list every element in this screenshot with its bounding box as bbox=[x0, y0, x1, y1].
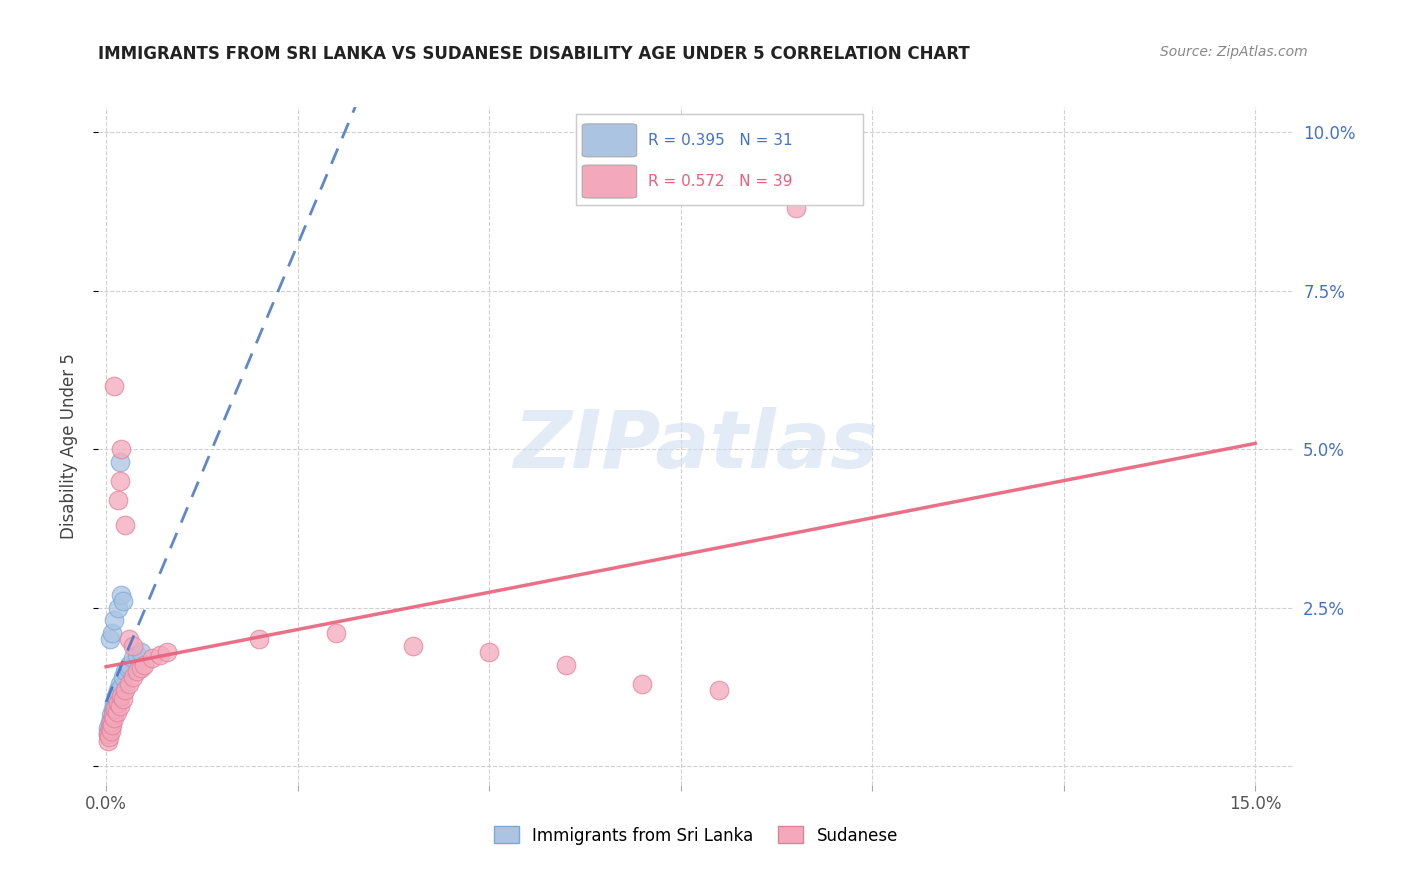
Point bbox=[114, 518, 136, 533]
Point bbox=[100, 718, 122, 732]
Point bbox=[97, 727, 120, 741]
Text: IMMIGRANTS FROM SRI LANKA VS SUDANESE DISABILITY AGE UNDER 5 CORRELATION CHART: IMMIGRANTS FROM SRI LANKA VS SUDANESE DI… bbox=[98, 45, 970, 62]
Point bbox=[98, 714, 121, 729]
Point bbox=[111, 594, 134, 608]
Point bbox=[117, 661, 139, 675]
Point bbox=[156, 645, 179, 659]
Point bbox=[105, 690, 128, 704]
Point bbox=[125, 648, 148, 662]
Point bbox=[97, 727, 120, 741]
Text: ZIPatlas: ZIPatlas bbox=[513, 407, 879, 485]
Point bbox=[98, 721, 121, 735]
Point bbox=[125, 664, 148, 678]
Point bbox=[107, 682, 129, 697]
Point bbox=[103, 711, 125, 725]
Point bbox=[100, 714, 122, 729]
Point bbox=[122, 651, 145, 665]
Point bbox=[97, 721, 120, 735]
Point bbox=[554, 657, 576, 672]
Point bbox=[103, 613, 125, 627]
Point bbox=[101, 626, 124, 640]
Point bbox=[118, 676, 141, 690]
Point bbox=[104, 698, 127, 713]
Point bbox=[101, 708, 124, 723]
Point bbox=[111, 670, 134, 684]
Point bbox=[478, 645, 501, 659]
Point bbox=[129, 661, 152, 675]
Point bbox=[97, 733, 120, 747]
Point bbox=[98, 632, 121, 647]
Point bbox=[108, 676, 131, 690]
Point bbox=[122, 670, 145, 684]
Point bbox=[103, 379, 125, 393]
Legend: Immigrants from Sri Lanka, Sudanese: Immigrants from Sri Lanka, Sudanese bbox=[486, 820, 905, 851]
Point bbox=[114, 682, 136, 697]
Point bbox=[247, 632, 270, 647]
Point bbox=[98, 724, 121, 739]
Point bbox=[108, 698, 131, 713]
Point bbox=[118, 632, 141, 647]
Point bbox=[114, 664, 136, 678]
Point bbox=[103, 705, 125, 719]
Point bbox=[108, 474, 131, 488]
Point bbox=[107, 492, 129, 507]
Point bbox=[103, 696, 125, 710]
Point bbox=[122, 639, 145, 653]
Point bbox=[401, 639, 423, 653]
Text: Source: ZipAtlas.com: Source: ZipAtlas.com bbox=[1160, 45, 1308, 59]
Point bbox=[111, 692, 134, 706]
Point bbox=[101, 702, 124, 716]
Point bbox=[110, 442, 132, 457]
Point bbox=[118, 657, 141, 672]
Point bbox=[105, 692, 128, 706]
Point bbox=[110, 690, 132, 704]
Point bbox=[107, 600, 129, 615]
Point bbox=[101, 711, 124, 725]
Point bbox=[107, 696, 129, 710]
Point bbox=[98, 731, 121, 745]
Point bbox=[631, 676, 654, 690]
Point bbox=[110, 680, 132, 694]
Point bbox=[129, 645, 152, 659]
Point bbox=[325, 626, 347, 640]
Point bbox=[707, 682, 730, 697]
Point bbox=[108, 455, 131, 469]
Point bbox=[785, 202, 807, 216]
Point bbox=[110, 588, 132, 602]
Point bbox=[141, 651, 163, 665]
Point bbox=[134, 657, 156, 672]
Point bbox=[107, 686, 129, 700]
Point bbox=[100, 724, 122, 739]
Point bbox=[101, 718, 124, 732]
Point bbox=[104, 702, 127, 716]
Point bbox=[149, 648, 172, 662]
Point bbox=[100, 708, 122, 723]
Y-axis label: Disability Age Under 5: Disability Age Under 5 bbox=[59, 353, 77, 539]
Point bbox=[105, 705, 128, 719]
